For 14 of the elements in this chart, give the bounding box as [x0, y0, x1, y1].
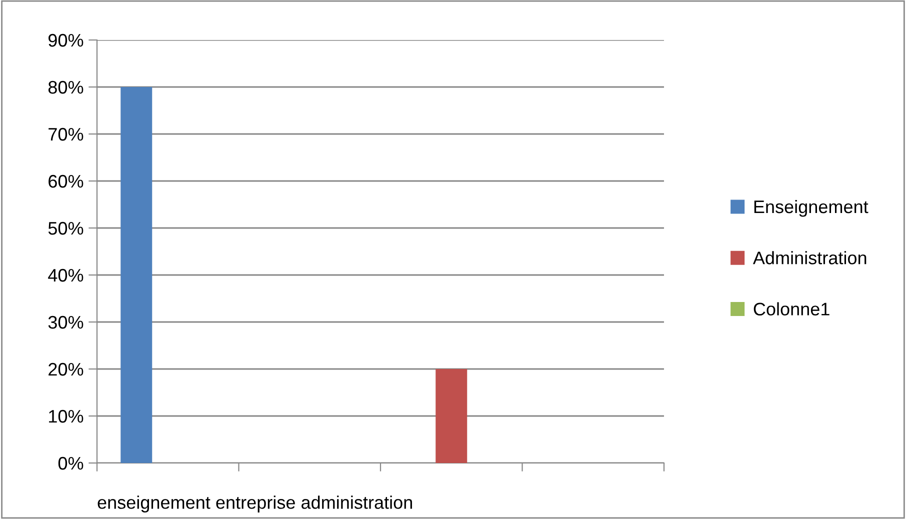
y-tick-label: 80%: [48, 80, 84, 94]
x-axis-title: enseignement entreprise administration: [98, 496, 412, 512]
y-tick-label: 10%: [49, 410, 84, 423]
y-tick-label: 40%: [48, 268, 84, 282]
y-tick-label: 70%: [48, 128, 84, 141]
legend-label: Administration: [752, 251, 866, 264]
y-tick-label: 30%: [48, 316, 84, 329]
y-tick-label: 0%: [58, 456, 84, 470]
y-tick-label: 20%: [48, 362, 84, 376]
legend-label: Colonne1: [754, 302, 830, 316]
y-tick-label: 90%: [48, 34, 84, 47]
y-tick-label: 60%: [48, 174, 84, 188]
legend-label: Enseignement: [754, 200, 868, 217]
y-tick-label: 50%: [48, 222, 84, 235]
